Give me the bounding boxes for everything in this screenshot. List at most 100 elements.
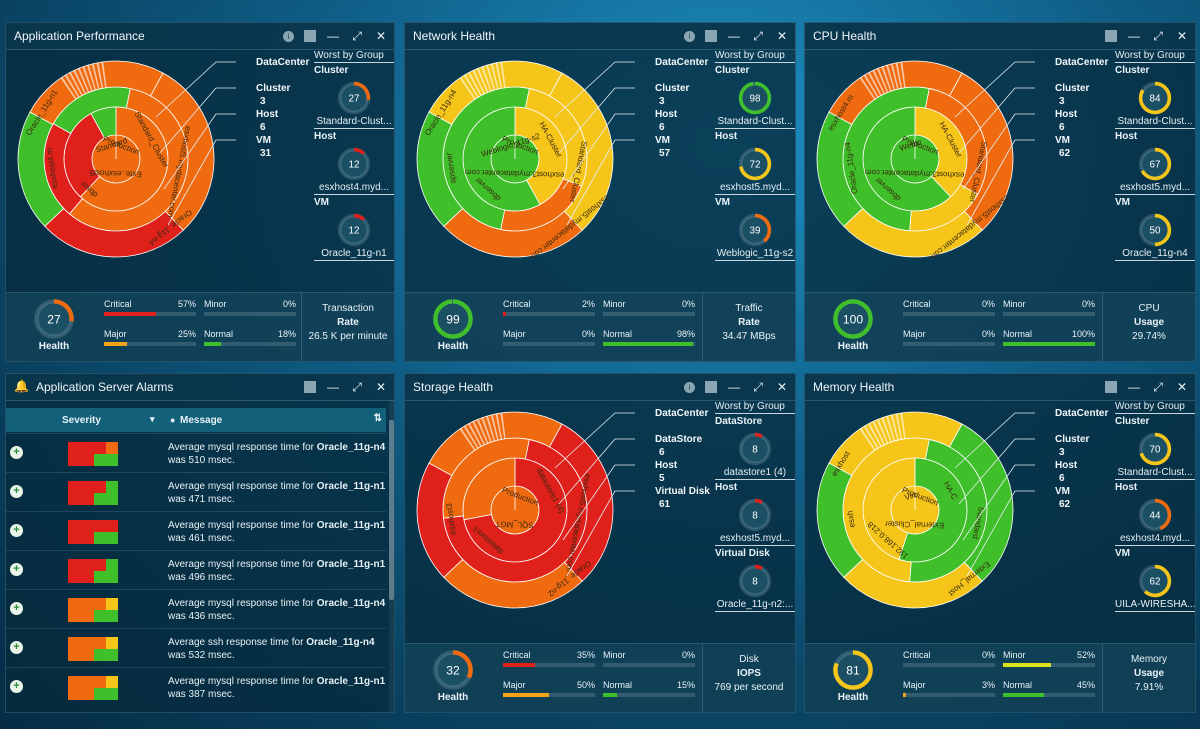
expand-icon[interactable]: ⤢	[753, 29, 763, 43]
worst-group-health-ring[interactable]: 62	[1137, 563, 1173, 599]
overall-health-ring[interactable]: 99	[431, 297, 475, 341]
info-icon[interactable]: i	[684, 381, 695, 393]
alarm-vm-name[interactable]: Oracle_11g-n1	[316, 520, 386, 531]
alarms-scrollbar[interactable]	[389, 400, 394, 712]
severity-percent: 57%	[177, 299, 196, 309]
sort-toggle-icon[interactable]: ⇅	[373, 413, 382, 424]
close-icon[interactable]: ✕	[375, 380, 387, 394]
minimize-icon[interactable]: —	[327, 380, 339, 394]
minimize-icon[interactable]: —	[327, 29, 339, 43]
expand-alarm-icon[interactable]: +	[10, 563, 23, 576]
sort-icon[interactable]: ▾	[150, 414, 155, 424]
alarm-vm-name[interactable]: Oracle_11g-n1	[316, 481, 386, 492]
column-header-severity[interactable]: Severity	[62, 415, 101, 426]
worst-group-health-ring[interactable]: 8	[737, 563, 773, 599]
settings-square-icon[interactable]	[1105, 30, 1117, 42]
alarm-vm-name[interactable]: Oracle_11g-n1	[316, 559, 386, 570]
minimize-icon[interactable]: —	[728, 29, 740, 43]
alarm-row[interactable]: + Average mysql response time for Oracle_…	[6, 511, 386, 551]
sunburst-chart[interactable]: ProductionHA-ClusterStandard_Clusteresxh…	[415, 59, 615, 259]
info-icon[interactable]: i	[684, 30, 695, 42]
settings-square-icon[interactable]	[304, 381, 316, 393]
expand-icon[interactable]: ⤢	[753, 380, 763, 394]
alarm-row[interactable]: + Average mysql response time for Oracle_…	[6, 550, 386, 590]
worst-group-name[interactable]: esxhost5.myd...	[715, 533, 795, 546]
worst-group-health-ring[interactable]: 50	[1137, 212, 1173, 248]
worst-group-health-ring[interactable]: 27	[336, 80, 372, 116]
expand-icon[interactable]: ⤢	[1153, 29, 1163, 43]
overall-health-ring[interactable]: 27	[32, 297, 76, 341]
worst-group-name[interactable]: Standard-Clust...	[314, 116, 394, 129]
expand-icon[interactable]: ⤢	[1153, 380, 1163, 394]
alarm-vm-name[interactable]: Oracle_11g-n4	[316, 598, 386, 609]
close-icon[interactable]: ✕	[1176, 380, 1188, 394]
metric-value: 34.47 MBps	[722, 331, 776, 342]
worst-group-health-ring[interactable]: 39	[737, 212, 773, 248]
severity-track	[104, 312, 196, 316]
info-icon[interactable]: i	[283, 30, 294, 42]
sunburst-chart[interactable]: ProductionHA-ClusterStandard_Clusteresxh…	[815, 59, 1015, 259]
column-header-message[interactable]: Message	[180, 415, 223, 426]
alarm-row[interactable]: + Average mysql response time for Oracle_…	[6, 472, 386, 512]
worst-group-health-ring[interactable]: 12	[336, 212, 372, 248]
alarm-row[interactable]: + Average mysql response time for Oracle_…	[6, 433, 386, 473]
worst-group-name[interactable]: esxhost5.myd...	[1115, 182, 1195, 195]
worst-group-health-ring[interactable]: 84	[1137, 80, 1173, 116]
worst-group-name[interactable]: Standard-Clust...	[715, 116, 795, 129]
expand-icon[interactable]: ⤢	[352, 29, 362, 43]
severity-cell	[106, 559, 118, 571]
sunburst-chart[interactable]: ProductionStandard_Clusteresxhost5.mydac…	[16, 59, 216, 259]
worst-group-name[interactable]: Oracle_11g-n4	[1115, 248, 1195, 261]
close-icon[interactable]: ✕	[1176, 29, 1188, 43]
overall-health-ring[interactable]: 81	[831, 648, 875, 692]
worst-group-health-ring[interactable]: 98	[737, 80, 773, 116]
expand-alarm-icon[interactable]: +	[10, 485, 23, 498]
alarm-row[interactable]: + Average mysql response time for Oracle_…	[6, 589, 386, 629]
minimize-icon[interactable]: —	[728, 380, 740, 394]
settings-square-icon[interactable]	[705, 381, 717, 393]
worst-group-health-ring[interactable]: 72	[737, 146, 773, 182]
worst-group-health-ring[interactable]: 70	[1137, 431, 1173, 467]
alarm-vm-name[interactable]: Oracle_11g-n4	[316, 442, 386, 453]
expand-alarm-icon[interactable]: +	[10, 446, 23, 459]
worst-group-name[interactable]: esxhost4.myd...	[1115, 533, 1195, 546]
worst-group-name[interactable]: esxhost5.myd...	[715, 182, 795, 195]
expand-alarm-icon[interactable]: +	[10, 680, 23, 693]
worst-group-name[interactable]: UILA-WIRESHA...	[1115, 599, 1195, 612]
alarm-row[interactable]: + Average mysql response time for Oracle_…	[6, 667, 386, 707]
alarm-vm-name[interactable]: Oracle_11g-n4	[306, 637, 375, 648]
settings-square-icon[interactable]	[304, 30, 316, 42]
worst-group-name[interactable]: Standard-Clust...	[1115, 467, 1195, 480]
severity-fill	[104, 312, 157, 316]
worst-group-health-ring[interactable]: 44	[1137, 497, 1173, 533]
worst-group-health-ring[interactable]: 67	[1137, 146, 1173, 182]
minimize-icon[interactable]: —	[1128, 29, 1140, 43]
settings-square-icon[interactable]	[1105, 381, 1117, 393]
worst-group-health-ring[interactable]: 8	[737, 497, 773, 533]
settings-square-icon[interactable]	[705, 30, 717, 42]
sunburst-chart[interactable]: Production HA-CStandardExternal_HostExter…	[815, 410, 1015, 610]
minimize-icon[interactable]: —	[1128, 380, 1140, 394]
overall-health-ring[interactable]: 100	[831, 297, 875, 341]
close-icon[interactable]: ✕	[776, 380, 788, 394]
worst-group-name[interactable]: datastore1 (4)	[715, 467, 795, 480]
expand-alarm-icon[interactable]: +	[10, 641, 23, 654]
scrollbar-thumb[interactable]	[389, 420, 394, 600]
worst-group-health-ring[interactable]: 8	[737, 431, 773, 467]
worst-group-health-ring[interactable]: 12	[336, 146, 372, 182]
alarm-row[interactable]: + Average ssh response time for Oracle_11…	[6, 628, 386, 668]
close-icon[interactable]: ✕	[776, 29, 788, 43]
close-icon[interactable]: ✕	[375, 29, 387, 43]
expand-icon[interactable]: ⤢	[352, 380, 362, 394]
worst-group-name[interactable]: Weblogic_11g-s2	[715, 248, 795, 261]
overall-health-ring[interactable]: 32	[431, 648, 475, 692]
worst-group-name[interactable]: Standard-Clust...	[1115, 116, 1195, 129]
worst-group-name[interactable]: esxhost4.myd...	[314, 182, 394, 195]
worst-group-name[interactable]: Oracle_11g-n2:...	[715, 599, 795, 612]
worst-group-name[interactable]: Oracle_11g-n1	[314, 248, 394, 261]
worst-by-group: Worst by Group Cluster 27 Standard-Clust...…	[314, 50, 394, 261]
expand-alarm-icon[interactable]: +	[10, 524, 23, 537]
expand-alarm-icon[interactable]: +	[10, 602, 23, 615]
alarm-vm-name[interactable]: Oracle_11g-n1	[316, 676, 386, 687]
